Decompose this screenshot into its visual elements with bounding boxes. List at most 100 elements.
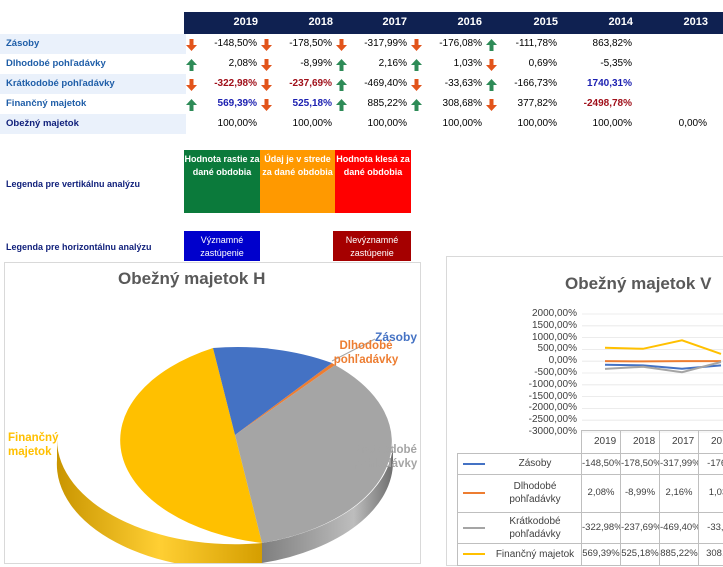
table-cell: 1,03% xyxy=(453,58,482,69)
y-tick-label: -500,00% xyxy=(534,367,577,378)
legend-darkred-box: Nevýznamné zastúpenie xyxy=(333,231,411,261)
row-label-background xyxy=(0,94,186,114)
data-table-grid-line xyxy=(457,453,458,565)
year-header-2019: 2019 xyxy=(233,16,258,28)
year-header-2017: 2017 xyxy=(382,16,407,28)
data-table-cell: -178,50% xyxy=(621,457,659,469)
arrow-down-icon xyxy=(411,78,422,91)
arrow-down-icon xyxy=(261,78,272,91)
legend-orange-box: Údaj je v strede za dané obdobia xyxy=(260,150,335,213)
table-cell: 525,18% xyxy=(292,98,332,109)
pie-side-financny xyxy=(56,440,262,563)
year-header-2018: 2018 xyxy=(308,16,333,28)
year-header-2014: 2014 xyxy=(608,16,633,28)
pie-label-dlhodobe: Dlhodobé pohľadávky xyxy=(333,340,399,366)
data-table-cell: -317,99% xyxy=(660,457,698,469)
data-table-grid-line xyxy=(457,543,723,544)
arrow-up-icon xyxy=(411,98,422,111)
row-label: Finančný majetok xyxy=(6,98,87,109)
table-cell: 100,00% xyxy=(592,118,632,129)
series-name-line: Finančný majetok xyxy=(495,548,575,560)
pie-chart xyxy=(56,338,394,563)
data-table-cell: -148,50% xyxy=(582,457,620,469)
series-name-line: Zásoby xyxy=(518,458,552,469)
arrow-down-icon xyxy=(186,38,197,51)
line-chart-x-tick: 2017 xyxy=(672,436,695,447)
data-table-cell: 1,03 xyxy=(708,487,723,498)
row-label: Dlhodobé pohľadávky xyxy=(6,58,106,69)
y-tick-label: 2000,00% xyxy=(531,308,577,319)
data-table-grid-line xyxy=(620,430,621,565)
row-label-background xyxy=(0,74,186,94)
arrow-down-icon xyxy=(486,98,497,111)
arrow-up-icon xyxy=(486,38,497,51)
series-name: Dlhodobé pohľadávky xyxy=(489,480,581,506)
data-table-cell: -237,69% xyxy=(621,521,659,533)
data-table-cell: -469,40% xyxy=(660,521,698,533)
row-label-background xyxy=(0,34,186,54)
table-cell: 1740,31% xyxy=(586,78,632,89)
table-cell: 308,68% xyxy=(442,98,482,109)
legend-horizontal-label: Legenda pre horizontálnu analýzu xyxy=(6,242,152,252)
table-cell: -178,50% xyxy=(289,38,332,49)
y-tick-label: 0,00% xyxy=(548,355,577,367)
pie-chart-panel[interactable]: Obežný majetok H Zásoby Dlhodobé pohľadá… xyxy=(4,262,421,564)
legend-green-box: Hodnota rastie za dané obdobia xyxy=(184,150,260,213)
table-cell: -237,69% xyxy=(289,78,332,89)
arrow-up-icon xyxy=(186,98,197,111)
legend-key-1 xyxy=(463,492,485,494)
table-cell: 0,69% xyxy=(528,58,557,69)
table-cell: 100,00% xyxy=(517,118,557,129)
data-table-grid-line xyxy=(457,474,723,475)
data-table-cell: 2,16% xyxy=(665,487,693,498)
series-name-line: Krátkodobé xyxy=(509,515,561,527)
y-tick-label: -1500,00% xyxy=(528,390,577,402)
pie-label-financny: Finančný majetok xyxy=(8,432,59,458)
table-cell: -5,35% xyxy=(600,58,632,69)
table-cell: 377,82% xyxy=(517,98,557,109)
data-table-cell: -176, xyxy=(707,457,723,469)
series-name-line: pohľadávky xyxy=(509,528,561,540)
data-table-grid-line xyxy=(581,430,723,431)
arrow-up-icon xyxy=(411,58,422,71)
arrow-up-icon xyxy=(336,78,347,91)
year-header-2013: 2013 xyxy=(683,16,708,28)
y-tick-label: 1500,00% xyxy=(531,319,577,331)
table-cell: 100,00% xyxy=(217,118,257,129)
series-name: Zásoby xyxy=(489,457,581,470)
line-chart-x-tick: 2018 xyxy=(633,436,656,447)
row-label: Krátkodobé pohľadávky xyxy=(6,78,115,89)
legend-red-box: Hodnota klesá za dané obdobia xyxy=(335,150,411,213)
table-cell: 100,00% xyxy=(292,118,332,129)
data-table-cell: 885,22% xyxy=(660,548,698,559)
data-table-cell: 569,39% xyxy=(582,548,620,559)
pie-slice-dlhodobe xyxy=(235,363,335,435)
arrow-down-icon xyxy=(336,38,347,51)
table-cell: 569,39% xyxy=(217,98,257,109)
arrow-up-icon xyxy=(336,98,347,111)
year-header-2015: 2015 xyxy=(533,16,558,28)
year-header-2016: 2016 xyxy=(457,16,482,28)
table-cell: 863,82% xyxy=(592,38,632,49)
arrow-down-icon xyxy=(486,58,497,71)
row-label: Zásoby xyxy=(6,38,40,49)
arrow-up-icon xyxy=(336,58,347,71)
data-table-cell: 308,6 xyxy=(706,548,723,559)
legend-blue-box: Významné zastúpenie xyxy=(184,231,260,261)
series-name-line: Dlhodobé xyxy=(513,481,557,492)
data-table-cell: -8,99% xyxy=(624,487,656,498)
line-chart-panel[interactable]: Obežný majetok V 2000,00% 1500,00% 1000,00… xyxy=(446,256,723,566)
pie-slice-financny xyxy=(120,348,262,543)
data-table-cell: 525,18% xyxy=(621,548,659,559)
row-label: Obežný majetok xyxy=(6,118,79,129)
y-tick-label: -1000,00% xyxy=(528,378,577,390)
pie-slice-kratkodobe xyxy=(235,365,392,543)
pie-slice-zasoby xyxy=(213,346,332,435)
y-tick-label: -3000,00% xyxy=(528,426,577,437)
series-line-3 xyxy=(604,339,722,355)
series-name-line: pohľadávky xyxy=(509,494,561,505)
y-tick-label: -2500,00% xyxy=(528,414,577,426)
data-table-grid-line xyxy=(581,430,582,565)
pie-label-kratkodobe: Krátkodobé pohľadávky xyxy=(352,444,418,470)
pie-label-zasoby: Zásoby xyxy=(375,330,418,344)
